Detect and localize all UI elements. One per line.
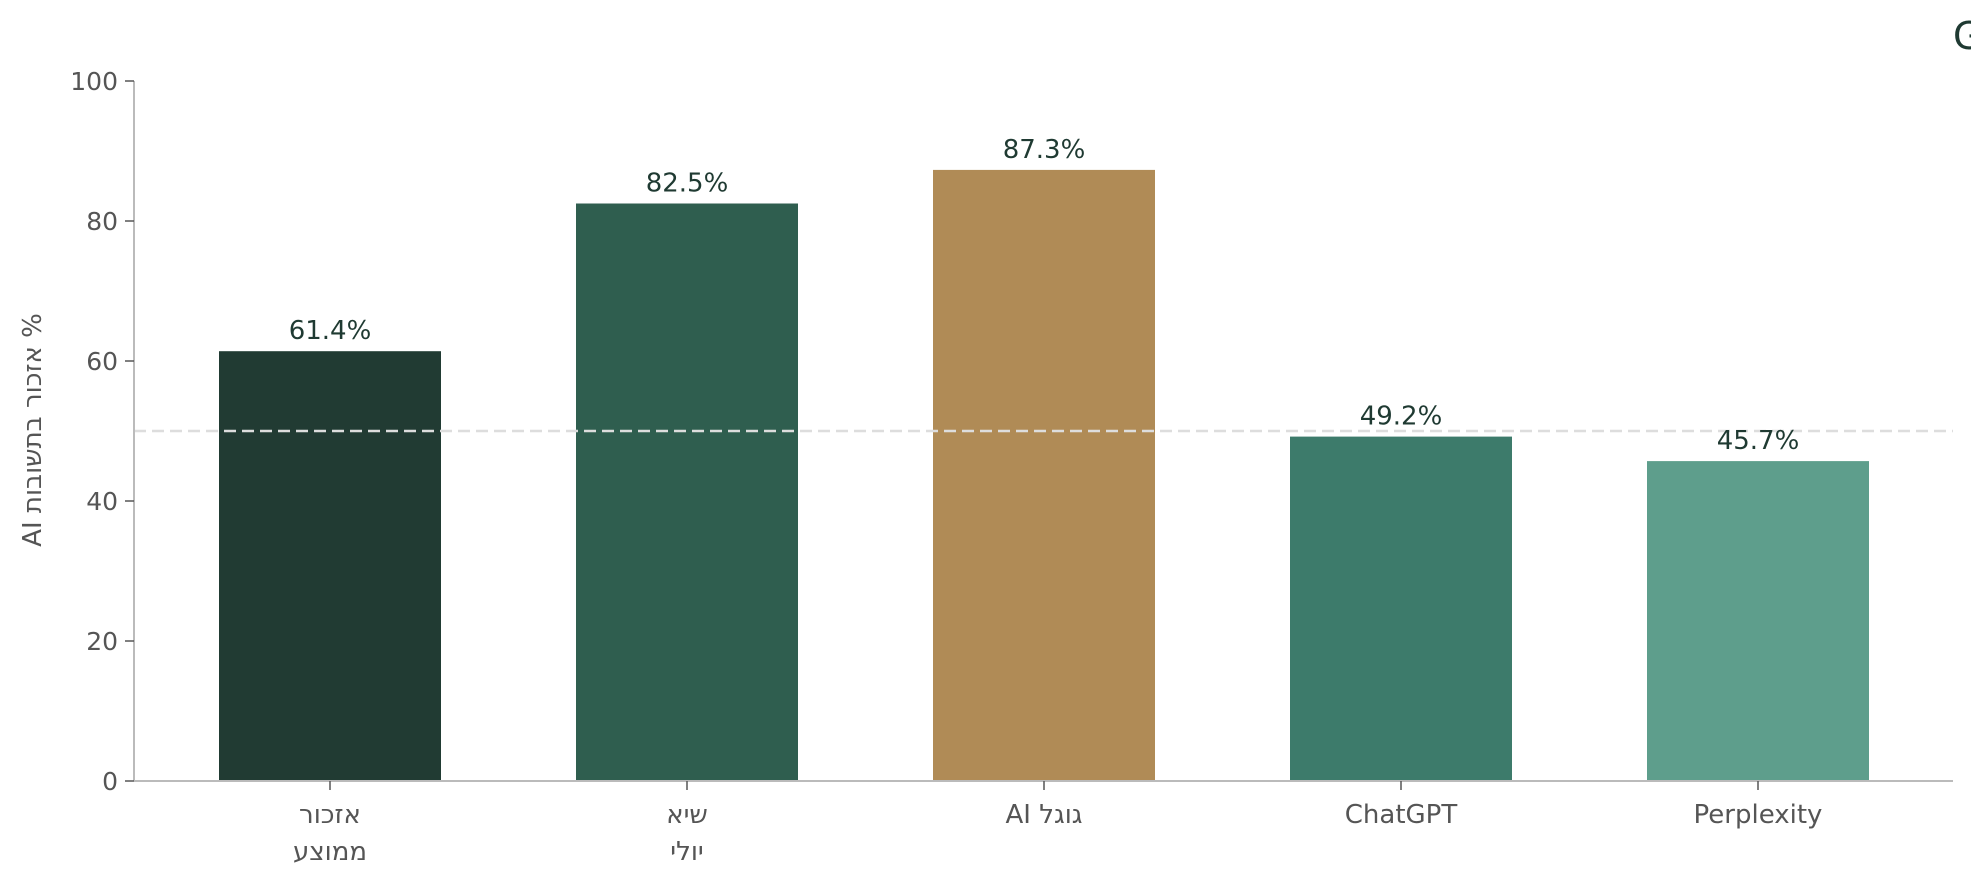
y-tick-label: 100 bbox=[70, 67, 118, 96]
y-tick-label: 40 bbox=[86, 487, 118, 516]
y-tick-label: 80 bbox=[86, 207, 118, 236]
data-label: 49.2% bbox=[1360, 402, 1443, 432]
y-axis-label: % אזכור בתשובות AI bbox=[18, 313, 48, 547]
y-tick-label: 0 bbox=[102, 767, 118, 796]
y-tick-label: 20 bbox=[86, 627, 118, 656]
chart-title: AI נוכחות המותג במנועי · GEO bbox=[1953, 14, 1971, 58]
bar bbox=[1290, 436, 1512, 781]
data-label: 45.7% bbox=[1717, 426, 1800, 456]
x-tick-label: Perplexity bbox=[1694, 800, 1823, 830]
x-tick-label-line: ממוצע bbox=[293, 837, 367, 867]
bar bbox=[1647, 461, 1869, 781]
plot-area: 61.4% 82.5% 87.3% 49.2% 45.7% 0 20 40 60 80 100 אזכ… bbox=[70, 67, 1953, 867]
data-label: 61.4% bbox=[289, 316, 372, 346]
x-tick-label-line: גוגל AI bbox=[1005, 800, 1082, 830]
bar bbox=[933, 169, 1155, 781]
data-label: 82.5% bbox=[646, 169, 729, 199]
bar bbox=[576, 203, 798, 781]
bar bbox=[219, 351, 441, 781]
x-tick-label-line: ChatGPT bbox=[1345, 800, 1458, 830]
x-tick-label-line: Perplexity bbox=[1694, 800, 1823, 830]
x-tick-label: גוגל AI bbox=[1005, 800, 1082, 830]
data-label: 87.3% bbox=[1003, 135, 1086, 165]
x-tick-label: אזכור ממוצע bbox=[293, 800, 367, 867]
y-tick-label: 60 bbox=[86, 347, 118, 376]
x-tick-label: ChatGPT bbox=[1345, 800, 1458, 830]
x-tick-label: שיא יולי bbox=[666, 800, 708, 867]
x-tick-label-line: שיא bbox=[666, 800, 708, 830]
x-tick-label-line: אזכור bbox=[299, 800, 361, 830]
x-tick-label-line: יולי bbox=[670, 837, 704, 867]
